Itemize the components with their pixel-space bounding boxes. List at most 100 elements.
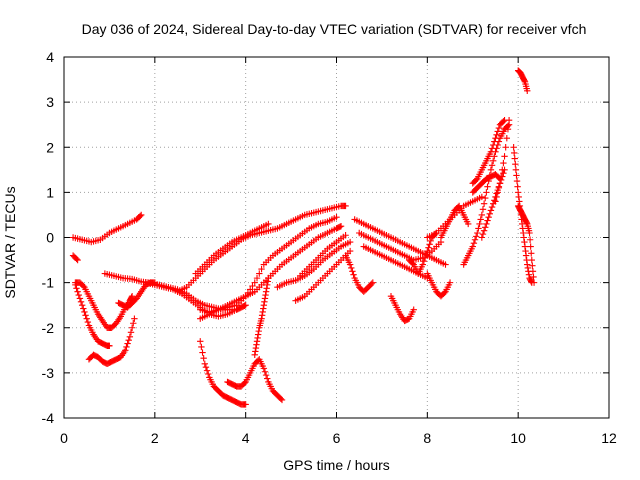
data-point xyxy=(504,126,512,133)
data-point xyxy=(527,243,534,250)
data-point xyxy=(526,229,533,237)
data-point xyxy=(488,145,496,152)
data-point xyxy=(514,189,522,196)
data-point xyxy=(249,282,256,290)
data-point xyxy=(425,244,432,251)
data-point xyxy=(265,274,272,282)
data-point xyxy=(258,312,266,319)
y-tick-label: 1 xyxy=(46,184,54,200)
data-point xyxy=(128,292,136,300)
data-point xyxy=(241,302,248,309)
y-tick-label: 0 xyxy=(46,230,54,246)
data-point xyxy=(422,251,430,258)
data-point xyxy=(521,238,528,246)
data-point xyxy=(278,396,286,404)
data-point xyxy=(73,255,80,263)
x-tick-labels: 0 2 4 6 8 10 12 xyxy=(60,430,617,446)
data-point xyxy=(484,183,491,190)
data-point xyxy=(499,166,506,174)
data-point xyxy=(253,338,261,345)
series-arc27 xyxy=(437,202,472,241)
x-tick-label: 6 xyxy=(333,430,341,446)
data-point xyxy=(522,247,529,255)
data-point xyxy=(76,295,84,302)
data-point xyxy=(530,279,538,286)
y-tick-label: 3 xyxy=(46,94,54,110)
data-point xyxy=(491,197,498,204)
series-arc13 xyxy=(197,338,249,408)
data-point xyxy=(489,141,497,149)
x-tick-label: 12 xyxy=(601,430,617,446)
data-point xyxy=(476,220,483,228)
series-arc10 xyxy=(192,220,272,277)
data-point xyxy=(470,239,478,247)
y-tick-label: 2 xyxy=(46,139,54,155)
chart-title: Day 036 of 2024, Sidereal Day-to-day VTE… xyxy=(82,21,587,37)
data-point xyxy=(530,273,537,281)
y-tick-label: 4 xyxy=(46,49,54,65)
data-point xyxy=(75,291,82,299)
data-point xyxy=(494,189,501,196)
series-arc19 xyxy=(342,252,377,295)
data-point xyxy=(202,364,210,371)
data-point xyxy=(252,348,259,355)
series-arc1 xyxy=(69,211,145,246)
series-arc34 xyxy=(514,202,538,286)
data-point xyxy=(529,262,536,269)
data-point xyxy=(522,252,530,259)
data-point xyxy=(500,159,507,167)
data-point xyxy=(124,340,131,347)
y-tick-label: -3 xyxy=(42,365,55,381)
data-point xyxy=(441,289,448,296)
series-arc2 xyxy=(69,252,81,264)
data-point xyxy=(253,341,260,348)
data-point xyxy=(126,333,134,340)
data-point xyxy=(336,223,344,230)
series-arc32 xyxy=(492,116,513,205)
data-point xyxy=(497,173,505,180)
series-arc14 xyxy=(224,356,286,404)
series-arc3 xyxy=(72,279,136,331)
axis-ticks xyxy=(63,56,610,419)
data-point xyxy=(446,279,454,286)
data-point xyxy=(500,118,507,125)
data-point xyxy=(261,298,268,306)
data-point xyxy=(529,268,537,275)
data-point xyxy=(350,271,357,278)
data-point xyxy=(348,264,355,272)
x-tick-label: 0 xyxy=(60,430,68,446)
series-arc29 xyxy=(469,116,508,187)
data-point xyxy=(263,285,270,292)
data-point xyxy=(502,144,509,151)
data-points xyxy=(69,67,538,408)
series-arc23 xyxy=(387,292,417,325)
y-tick-label: -4 xyxy=(42,410,55,426)
data-point xyxy=(487,207,495,214)
data-point xyxy=(520,234,528,241)
data-point xyxy=(333,213,340,221)
y-tick-label: -2 xyxy=(42,320,55,336)
data-point xyxy=(488,203,496,211)
data-point xyxy=(201,360,208,368)
y-axis-title: SDTVAR / TECUs xyxy=(2,186,18,298)
data-point xyxy=(264,375,271,382)
data-point xyxy=(493,131,500,139)
data-point xyxy=(258,265,265,273)
data-point xyxy=(125,336,132,344)
data-point xyxy=(528,256,535,264)
data-point xyxy=(262,291,269,299)
data-point xyxy=(482,224,489,231)
data-point xyxy=(131,315,138,322)
data-point xyxy=(493,193,500,201)
data-point xyxy=(420,257,428,265)
data-point xyxy=(469,243,476,250)
data-point xyxy=(138,211,145,219)
data-point xyxy=(259,308,266,316)
data-point xyxy=(265,220,272,228)
data-point xyxy=(80,282,87,290)
data-point xyxy=(349,268,356,275)
data-point xyxy=(478,234,486,241)
data-point xyxy=(252,344,260,352)
data-point xyxy=(512,160,519,168)
